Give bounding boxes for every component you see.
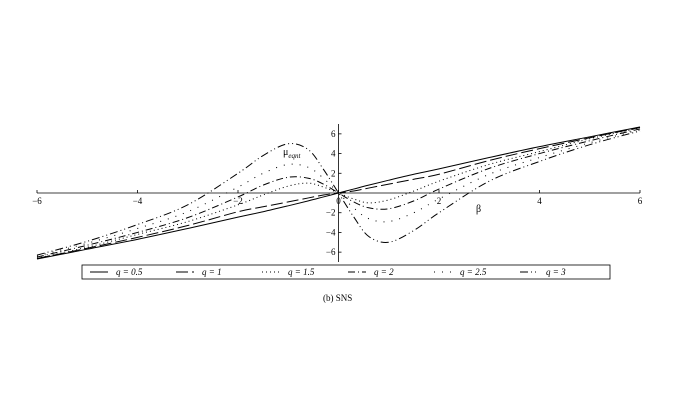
x-tick-label: 6 bbox=[638, 196, 643, 206]
series-line-q-1-5 bbox=[36, 127, 641, 259]
series-line-q-3 bbox=[36, 130, 641, 256]
legend-entry-label: q = 0.5 bbox=[116, 267, 143, 277]
x-tick-label: 4 bbox=[537, 196, 542, 206]
series-line-q-2-5 bbox=[36, 129, 641, 257]
y-axis-label: μeqnt bbox=[283, 147, 301, 160]
legend: q = 0.5 q = 1 q = 1.5 q = 2 q = 2.5 q = 3 bbox=[81, 264, 611, 280]
y-tick-label: −6 bbox=[326, 247, 336, 257]
legend-box bbox=[81, 264, 611, 280]
legend-entry-label: q = 2.5 bbox=[460, 267, 487, 277]
y-tick-label: −4 bbox=[326, 227, 336, 237]
series-group bbox=[36, 126, 641, 260]
x-tick-label: −4 bbox=[133, 196, 143, 206]
y-tick-label: 2 bbox=[331, 168, 336, 178]
y-tick-label: 4 bbox=[331, 149, 336, 159]
legend-entry-label: q = 1 bbox=[202, 267, 222, 277]
x-tick-label: −6 bbox=[32, 196, 42, 206]
x-ticks: −6 −4 −2 0 2 4 6 bbox=[32, 190, 643, 206]
legend-entry-label: q = 1.5 bbox=[288, 267, 315, 277]
x-axis-label: β bbox=[476, 204, 481, 215]
y-ticks: −6 −4 −2 2 4 6 bbox=[326, 129, 342, 257]
legend-items: q = 0.5 q = 1 q = 1.5 q = 2 q = 2.5 q = 3 bbox=[90, 267, 566, 277]
x-tick-label: 0 bbox=[336, 196, 341, 206]
y-tick-label: −2 bbox=[326, 208, 336, 218]
figure-caption: (b) SNS bbox=[323, 293, 352, 303]
x-tick-label: 2 bbox=[437, 196, 442, 206]
x-tick-label: −2 bbox=[233, 196, 243, 206]
legend-entry-label: q = 3 bbox=[546, 267, 566, 277]
legend-entry-label: q = 2 bbox=[374, 267, 394, 277]
y-tick-label: 6 bbox=[331, 129, 336, 139]
